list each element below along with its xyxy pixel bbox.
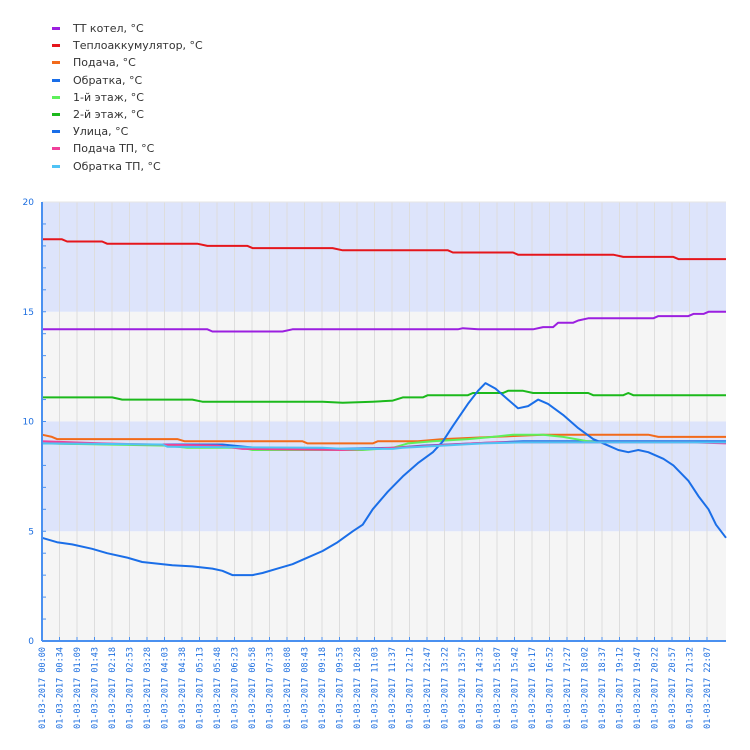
x-tick-label: 01-03-2017 18:37 (598, 647, 608, 729)
x-tick-label: 01-03-2017 18:02 (581, 647, 591, 729)
x-tick-label: 01-03-2017 08:43 (301, 647, 311, 729)
x-tick-label: 01-03-2017 13:57 (458, 647, 468, 729)
legend-label: 2-й этаж, °C (73, 108, 144, 122)
band (42, 531, 726, 641)
x-tick-label: 01-03-2017 03:28 (143, 647, 153, 729)
legend-swatch (52, 113, 60, 117)
legend-item-obratka[interactable]: Обратка, °C (52, 72, 203, 89)
axes (41, 202, 726, 642)
x-tick-label: 01-03-2017 02:53 (126, 647, 136, 729)
y-tick-label: 10 (23, 418, 35, 428)
x-tick-label: 01-03-2017 09:53 (336, 647, 346, 729)
legend-label: Подача ТП, °C (73, 142, 155, 156)
x-tick-label: 01-03-2017 15:42 (511, 647, 521, 729)
legend-label: Обратка ТП, °C (73, 159, 161, 173)
y-tick-label: 0 (28, 637, 34, 647)
series-line[interactable] (42, 238, 726, 261)
x-tick-label: 01-03-2017 19:12 (616, 647, 626, 729)
legend-label: Подача, °C (73, 56, 136, 70)
x-tick-label: 01-03-2017 05:13 (196, 647, 206, 729)
x-tick-label: 01-03-2017 16:17 (528, 647, 538, 729)
x-tick-label: 01-03-2017 05:48 (213, 647, 223, 729)
chart-legend: ТТ котел, °C Теплоаккумулятор, °C Подача… (52, 20, 203, 175)
legend-label: Теплоаккумулятор, °C (73, 39, 203, 53)
x-tick-label: 01-03-2017 20:57 (668, 647, 678, 729)
band (42, 421, 726, 532)
legend-label: 1-й этаж, °C (73, 90, 144, 104)
x-tick-label: 01-03-2017 01:43 (91, 647, 101, 729)
x-tick-label: 01-03-2017 08:08 (283, 647, 293, 729)
y-tick-label: 15 (23, 308, 34, 318)
x-tick-label: 01-03-2017 13:22 (441, 647, 451, 729)
x-tick-label: 01-03-2017 21:32 (686, 647, 696, 729)
legend-label: ТТ котел, °C (73, 22, 144, 36)
x-tick-label: 01-03-2017 07:33 (266, 647, 276, 729)
legend-swatch (52, 61, 60, 65)
series-line[interactable] (41, 433, 726, 445)
x-tick-label: 01-03-2017 12:47 (423, 647, 433, 729)
series-line[interactable] (42, 389, 726, 404)
x-tick-label: 01-03-2017 11:37 (388, 647, 398, 729)
x-tick-label: 01-03-2017 15:07 (493, 647, 503, 729)
x-tick-label: 01-03-2017 17:27 (563, 647, 573, 729)
legend-swatch (52, 95, 60, 99)
x-tick-label: 01-03-2017 19:47 (633, 647, 643, 729)
legend-swatch (52, 27, 60, 31)
legend-swatch (52, 44, 60, 48)
x-tick-label: 01-03-2017 12:12 (406, 647, 416, 729)
x-tick-label: 01-03-2017 11:03 (371, 647, 381, 729)
y-tick-label: 5 (28, 527, 34, 537)
legend-item-ulitsa[interactable]: Улица, °C (52, 123, 203, 140)
band (42, 311, 726, 422)
y-axis-labels: 0 5 10 15 20 (23, 198, 35, 647)
legend-swatch (52, 164, 60, 168)
legend-item-floor-2[interactable]: 2-й этаж, °C (52, 106, 203, 123)
x-tick-label: 01-03-2017 10:28 (353, 647, 363, 729)
legend-item-podacha-tp[interactable]: Подача ТП, °C (52, 140, 203, 157)
x-tick-label: 01-03-2017 04:03 (161, 647, 171, 729)
x-tick-label: 01-03-2017 00:00 (38, 647, 48, 729)
x-tick-label: 01-03-2017 06:58 (248, 647, 258, 729)
x-tick-label: 01-03-2017 16:52 (546, 647, 556, 729)
legend-swatch (52, 147, 60, 151)
legend-label: Обратка, °C (73, 73, 143, 87)
y-tick-label: 20 (23, 198, 35, 208)
x-tick-label: 01-03-2017 20:22 (651, 647, 661, 729)
x-tick-label: 01-03-2017 00:34 (56, 647, 66, 729)
legend-item-tt-kotel[interactable]: ТТ котел, °C (52, 20, 203, 37)
series-lines (41, 238, 727, 577)
x-tick-label: 01-03-2017 01:09 (73, 647, 83, 729)
x-tick-label: 01-03-2017 02:18 (108, 647, 118, 729)
legend-swatch (52, 78, 60, 82)
x-tick-label: 01-03-2017 14:32 (476, 647, 486, 729)
x-tick-label: 01-03-2017 04:38 (178, 647, 188, 729)
background-bands (42, 202, 726, 641)
legend-label: Улица, °C (73, 125, 129, 139)
band (42, 202, 726, 312)
x-tick-label: 01-03-2017 09:18 (318, 647, 328, 729)
series-line[interactable] (41, 441, 726, 450)
x-tick-label: 01-03-2017 06:23 (231, 647, 241, 729)
series-line[interactable] (42, 310, 726, 333)
x-tick-label: 01-03-2017 22:07 (703, 647, 713, 729)
legend-item-teploakkumulyator[interactable]: Теплоаккумулятор, °C (52, 37, 203, 54)
x-axis-labels: 01-03-2017 00:00 01-03-2017 00:34 01-03-20… (38, 647, 713, 729)
legend-item-floor-1[interactable]: 1-й этаж, °C (52, 89, 203, 106)
legend-item-podacha[interactable]: Подача, °C (52, 54, 203, 71)
legend-item-obratka-tp[interactable]: Обратка ТП, °C (52, 158, 203, 175)
legend-swatch (52, 130, 60, 134)
